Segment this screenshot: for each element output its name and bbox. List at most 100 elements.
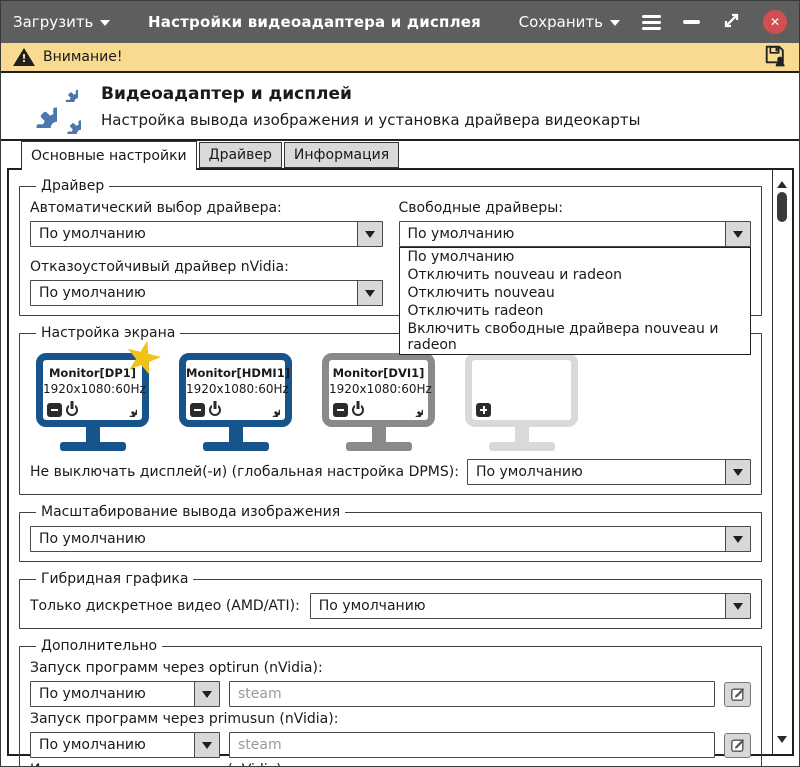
monitor-card-hdmi1[interactable]: Monitor[HDMI1] 1920x1080:60Hz	[179, 353, 292, 451]
window-title: Настройки видеоадаптера и дисплея	[148, 13, 481, 31]
tearing-label: Исправить разрыв кадров (nVidia):	[30, 762, 751, 766]
dropdown-arrow-icon[interactable]	[725, 594, 750, 618]
hybrid-legend: Гибридная графика	[41, 571, 189, 587]
discrete-video-label: Только дискретное видео (AMD/ATI):	[30, 598, 300, 614]
warning-icon: !	[13, 48, 35, 66]
discrete-video-select[interactable]: По умолчанию	[309, 593, 751, 619]
dropdown-arrow-icon[interactable]	[356, 281, 382, 305]
extra-legend: Дополнительно	[41, 638, 158, 654]
dpms-label: Не выключать дисплей(-и) (глобальная нас…	[30, 464, 459, 480]
primusrun-edit-button[interactable]	[724, 732, 751, 758]
failsafe-driver-value: По умолчанию	[39, 285, 146, 301]
minimize-button[interactable]	[683, 20, 700, 24]
dpms-value: По умолчанию	[475, 464, 583, 480]
monitor-card-dvi1[interactable]: Monitor[DVI1] 1920x1080:60Hz	[322, 353, 435, 451]
titlebar: Загрузить Настройки видеоадаптера и дисп…	[1, 1, 799, 43]
warning-bar: ! Внимание!	[1, 43, 799, 73]
monitor-mode: 1920x1080:60Hz	[329, 382, 432, 396]
scaling-fieldset: Масштабирование вывода изображения По ум…	[19, 504, 762, 562]
monitor-list: Monitor[DP1] 1920x1080:60Hz Monitor[HD	[30, 343, 751, 453]
monitor-name: Monitor[DVI1]	[332, 366, 425, 380]
dropdown-option[interactable]: Отключить nouveau	[407, 285, 555, 301]
tab-information[interactable]: Информация	[283, 142, 400, 168]
add-monitor-button[interactable]	[476, 402, 491, 417]
pencil-icon	[730, 739, 744, 752]
screen-legend: Настройка экрана	[41, 325, 176, 341]
maximize-button[interactable]	[722, 11, 741, 34]
extra-fieldset: Дополнительно Запуск программ через opti…	[19, 638, 762, 766]
monitor-remove-button[interactable]	[190, 402, 205, 417]
auto-driver-label: Автоматический выбор драйвера:	[30, 200, 282, 216]
optirun-edit-button[interactable]	[724, 681, 751, 707]
caret-down-icon	[610, 19, 620, 31]
free-drivers-select[interactable]: По умолчанию	[398, 221, 751, 247]
pencil-icon	[730, 688, 744, 701]
content-pane: Драйвер Автоматический выбор драйвера: П…	[7, 168, 794, 766]
screen-fieldset: Настройка экрана Monitor[DP1] 1920x1080:…	[19, 325, 762, 495]
load-button[interactable]: Загрузить	[13, 13, 111, 31]
monitor-remove-button[interactable]	[333, 402, 348, 417]
primusrun-select[interactable]: По умолчанию	[30, 732, 220, 758]
scroll-down-button[interactable]	[777, 736, 787, 748]
monitor-card-empty	[465, 353, 578, 451]
dropdown-arrow-icon[interactable]	[725, 222, 750, 246]
optirun-select[interactable]: По умолчанию	[30, 681, 220, 707]
monitor-settings-button[interactable]	[408, 402, 423, 417]
dropdown-arrow-icon[interactable]	[725, 527, 750, 551]
save-button-label: Сохранить	[518, 13, 603, 31]
tab-bar: Основные настройки Драйвер Информация	[1, 141, 799, 170]
warning-text: Внимание!	[43, 49, 123, 65]
page-header: Видеоадаптер и дисплей Настройка вывода …	[1, 73, 799, 141]
auto-driver-value: По умолчанию	[39, 226, 146, 242]
dpms-select[interactable]: По умолчанию	[466, 459, 751, 485]
save-button[interactable]: Сохранить	[519, 13, 620, 31]
scroll-up-button[interactable]	[777, 176, 787, 188]
caret-down-icon	[100, 19, 111, 31]
page-subtitle: Настройка вывода изображения и установка…	[101, 110, 641, 129]
close-button[interactable]: ✕	[763, 10, 787, 34]
optirun-label: Запуск программ через optirun (nVidia):	[30, 660, 323, 676]
scaling-legend: Масштабирование вывода изображения	[41, 504, 341, 520]
scaling-value: По умолчанию	[39, 531, 146, 547]
auto-driver-select[interactable]: По умолчанию	[30, 221, 383, 247]
primusrun-command-input[interactable]	[229, 732, 715, 758]
dropdown-option[interactable]: Отключить nouveau и radeon	[407, 267, 623, 283]
free-drivers-dropdown-list: По умолчанию Отключить nouveau и radeon …	[398, 247, 751, 355]
power-toggle[interactable]	[209, 403, 221, 416]
tab-driver[interactable]: Драйвер	[198, 142, 282, 168]
minimize-icon	[683, 20, 700, 24]
gears-icon	[15, 77, 83, 135]
monitor-name: Monitor[DP1]	[48, 366, 137, 380]
driver-fieldset: Драйвер Автоматический выбор драйвера: П…	[19, 178, 762, 355]
failsafe-driver-label: Отказоустойчивый драйвер nVidia:	[30, 259, 289, 275]
driver-legend: Драйвер	[41, 178, 105, 194]
power-toggle[interactable]	[352, 403, 364, 416]
vertical-scrollbar[interactable]	[772, 170, 792, 754]
menu-button[interactable]	[642, 12, 661, 33]
monitor-settings-button[interactable]	[122, 402, 137, 417]
monitor-settings-button[interactable]	[265, 402, 280, 417]
dropdown-option[interactable]: Включить свободные драйвера nouveau и ra…	[407, 321, 719, 353]
discrete-video-value: По умолчанию	[318, 598, 426, 614]
monitor-card-dp1[interactable]: Monitor[DP1] 1920x1080:60Hz	[36, 353, 149, 451]
scaling-select[interactable]: По умолчанию	[30, 526, 751, 552]
dropdown-arrow-icon[interactable]	[194, 682, 219, 706]
primusrun-value: По умолчанию	[39, 737, 146, 753]
dropdown-option[interactable]: По умолчанию	[407, 249, 515, 265]
tab-main-settings[interactable]: Основные настройки	[21, 141, 197, 170]
resize-diagonal-icon	[724, 13, 739, 27]
power-toggle[interactable]	[66, 403, 78, 416]
page-title: Видеоадаптер и дисплей	[101, 83, 352, 104]
dropdown-arrow-icon[interactable]	[194, 733, 219, 757]
failsafe-driver-select[interactable]: По умолчанию	[30, 280, 383, 306]
optirun-value: По умолчанию	[39, 686, 146, 702]
load-button-label: Загрузить	[13, 13, 94, 31]
dropdown-option[interactable]: Отключить radeon	[407, 303, 544, 319]
save-config-button[interactable]	[762, 42, 787, 72]
dropdown-arrow-icon[interactable]	[725, 460, 750, 484]
monitor-remove-button[interactable]	[47, 402, 62, 417]
dropdown-arrow-icon[interactable]	[356, 222, 382, 246]
optirun-command-input[interactable]	[229, 681, 715, 707]
scroll-thumb[interactable]	[777, 192, 787, 222]
